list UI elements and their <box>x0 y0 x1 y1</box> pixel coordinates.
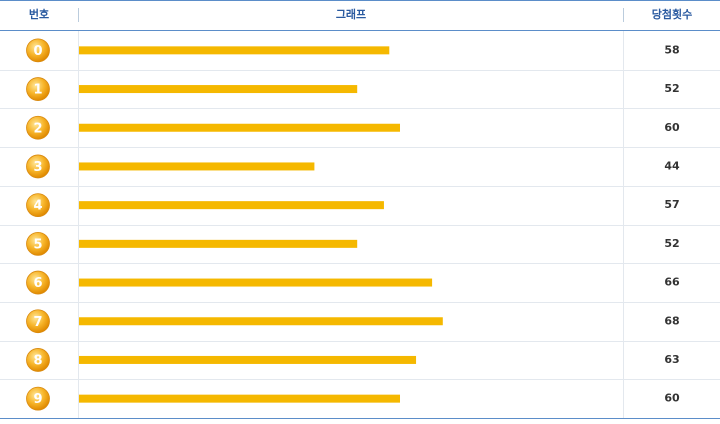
count-label: 63 <box>664 353 679 366</box>
bar <box>79 162 315 171</box>
count-label: 66 <box>664 276 680 289</box>
number-label: 8 <box>33 353 42 368</box>
number-label: 2 <box>33 121 42 136</box>
count-label: 60 <box>664 392 680 405</box>
bar <box>79 394 400 403</box>
number-label: 4 <box>33 199 42 214</box>
bar <box>79 355 417 364</box>
number-label: 0 <box>33 44 42 59</box>
number-ball <box>26 309 50 334</box>
number-label: 3 <box>33 160 42 175</box>
bar <box>79 278 433 287</box>
number-label: 7 <box>33 315 42 330</box>
count-label: 44 <box>664 159 680 172</box>
number-label: 5 <box>33 237 42 252</box>
bar <box>79 85 358 94</box>
count-label: 52 <box>664 237 679 250</box>
bar <box>79 201 384 210</box>
number-ball <box>26 231 50 256</box>
number-label: 1 <box>33 83 42 98</box>
bar <box>79 239 358 248</box>
rows: 0 581 522 603 444 575 526 667 688 639 60 <box>0 31 720 418</box>
bar <box>79 123 400 132</box>
header-number: 번호 <box>29 7 49 21</box>
bar <box>79 317 443 326</box>
number-ball <box>26 348 50 372</box>
number-ball <box>26 193 50 218</box>
header-graph: 그래프 <box>336 7 366 21</box>
bar <box>79 46 390 55</box>
number-ball <box>26 270 50 295</box>
count-label: 52 <box>664 82 679 95</box>
number-ball <box>26 154 50 179</box>
number-ball <box>26 77 50 101</box>
number-ball <box>26 386 50 411</box>
count-label: 57 <box>664 198 679 211</box>
count-label: 68 <box>664 314 679 327</box>
header-count: 당첨횟수 <box>652 7 692 21</box>
number-label: 9 <box>33 392 42 407</box>
number-label: 6 <box>33 276 42 291</box>
number-ball <box>26 115 50 140</box>
count-label: 60 <box>664 121 680 134</box>
count-label: 58 <box>664 43 679 56</box>
number-ball <box>26 38 50 63</box>
